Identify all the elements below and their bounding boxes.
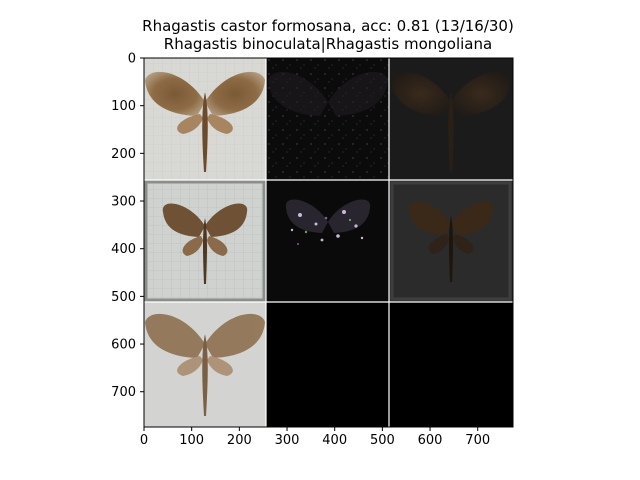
x-tick-label: 0	[140, 433, 148, 448]
y-tick-label: 200	[111, 147, 136, 162]
x-tick-label: 500	[370, 433, 395, 448]
x-tick-label: 300	[275, 433, 300, 448]
y-tick-label: 400	[111, 242, 136, 257]
tile-r3-c3	[389, 302, 513, 427]
x-tick-label: 600	[418, 433, 443, 448]
tile-r2-c3	[389, 180, 513, 302]
y-axis: 0 100 200 300 400 500 600 700	[111, 52, 144, 400]
axes-frame	[143, 57, 514, 428]
tile-r1-c3	[389, 58, 513, 180]
y-tick-label: 500	[111, 290, 136, 305]
tile-r3-c2	[266, 302, 389, 427]
tile-r2-c1	[144, 180, 266, 302]
x-axis: 0 100 200 300 400 500 600 700	[140, 427, 490, 448]
x-tick-label: 100	[179, 433, 204, 448]
y-tick-label: 300	[111, 195, 136, 210]
figure-title-line2: Rhagastis binoculata|Rhagastis mongolian…	[163, 35, 493, 53]
x-tick-label: 700	[465, 433, 490, 448]
y-tick-label: 700	[111, 385, 136, 400]
tile-r1-c2	[266, 58, 389, 180]
grid-separators	[144, 58, 513, 427]
moth-silhouette	[145, 313, 265, 416]
y-tick-label: 100	[111, 99, 136, 114]
y-tick-label: 0	[128, 52, 136, 67]
figure-title-line1: Rhagastis castor formosana, acc: 0.81 (1…	[142, 17, 514, 35]
x-tick-label: 400	[322, 433, 347, 448]
moth-silhouette	[145, 71, 265, 172]
x-tick-label: 200	[227, 433, 252, 448]
tile-r1-c1	[144, 58, 266, 180]
tile-r3-c1	[144, 302, 266, 427]
y-tick-label: 600	[111, 338, 136, 353]
moth-silhouette	[162, 203, 248, 284]
tile-r2-c2	[266, 180, 389, 302]
